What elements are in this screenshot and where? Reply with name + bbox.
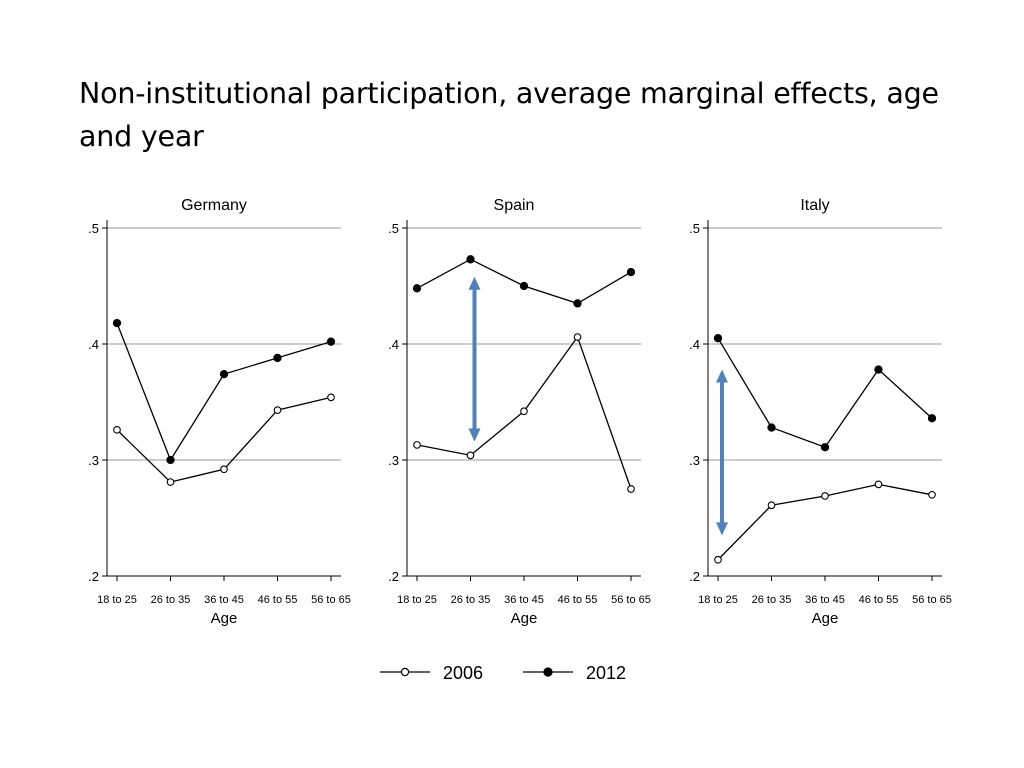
x-tick-label: 56 to 65 <box>912 594 952 606</box>
y-tick-label: .3 <box>88 453 99 468</box>
x-axis-label: Age <box>511 610 538 627</box>
data-point-2012 <box>112 318 122 328</box>
y-tick-label: .2 <box>88 569 99 584</box>
x-tick-label: 36 to 45 <box>504 594 544 606</box>
legend-item-2006: 2006 <box>380 663 483 683</box>
series-line-2012 <box>416 258 632 305</box>
chart-legend: 2006 2012 <box>380 663 626 683</box>
x-tick-label: 56 to 65 <box>611 594 651 606</box>
y-tick-label: .4 <box>388 337 399 352</box>
data-point-2006 <box>327 393 335 402</box>
data-point-2006 <box>714 555 722 564</box>
double-arrow-annotation <box>716 369 728 536</box>
data-point-2006 <box>573 333 582 341</box>
data-point-2012 <box>519 281 529 291</box>
data-point-2006 <box>220 465 228 474</box>
data-point-2012 <box>412 284 422 293</box>
panel-italy: Italy .2 .3 .4 .5 18 to 25 26 to 35 36 to 45 46 … <box>689 197 952 627</box>
data-point-2006 <box>627 485 635 493</box>
data-point-2012 <box>927 414 937 423</box>
data-point-2012 <box>626 267 636 277</box>
data-point-2012 <box>820 443 830 452</box>
y-tick-label: .5 <box>689 221 700 236</box>
y-tick-label: .4 <box>88 337 99 352</box>
double-arrow-annotation <box>468 276 481 442</box>
x-axis-label: Age <box>812 610 839 627</box>
x-tick-label: 18 to 25 <box>97 594 137 606</box>
y-tick-label: .2 <box>689 569 700 584</box>
data-point-2006 <box>821 492 829 500</box>
data-point-2006 <box>466 451 475 460</box>
arrow-head-down <box>716 522 728 536</box>
panel-title: Italy <box>800 197 829 214</box>
x-tick-label: 26 to 35 <box>151 594 191 606</box>
data-point-2012 <box>466 255 475 264</box>
panel-spain: Spain .2 .3 .4 .5 18 to 25 26 to 35 36 to 45 46 … <box>388 197 651 627</box>
x-tick-label: 46 to 55 <box>859 594 899 606</box>
y-tick-label: .5 <box>388 221 399 236</box>
data-point-2006 <box>928 490 936 499</box>
x-tick-label: 46 to 55 <box>558 594 598 606</box>
x-tick-label: 46 to 55 <box>258 594 298 606</box>
x-tick-label: 36 to 45 <box>204 594 244 606</box>
data-point-2006 <box>767 501 776 510</box>
panel-title: Germany <box>181 197 247 214</box>
x-axis-label: Age <box>211 610 238 627</box>
y-tick-label: .4 <box>689 337 700 352</box>
x-tick-label: 18 to 25 <box>698 594 738 606</box>
data-point-2006 <box>520 407 528 416</box>
data-point-2012 <box>326 337 336 346</box>
y-tick-label: .5 <box>88 221 99 236</box>
data-point-2012 <box>166 455 175 465</box>
x-tick-label: 56 to 65 <box>311 594 351 606</box>
data-point-2006 <box>413 441 421 449</box>
arrow-head-down <box>468 428 481 442</box>
panel-germany: Germany .2 .3 .4 .5 18 to 25 26 to 35 36 to 45 4… <box>88 197 351 627</box>
data-point-2012 <box>273 353 282 363</box>
data-point-2006 <box>874 480 883 489</box>
data-point-2006 <box>166 478 175 486</box>
legend-marker <box>400 667 410 677</box>
data-point-2012 <box>219 370 229 379</box>
panel-title: Spain <box>494 197 535 214</box>
arrow-head-up <box>716 369 728 383</box>
data-point-2006 <box>273 406 282 414</box>
x-tick-label: 26 to 35 <box>752 594 792 606</box>
chart-panels: Germany .2 .3 .4 .5 18 to 25 26 to 35 36 to 45 4… <box>88 197 952 627</box>
arrow-head-up <box>468 276 481 290</box>
x-tick-label: 36 to 45 <box>805 594 845 606</box>
slide-title: Non-institutional participation, average… <box>79 77 939 153</box>
data-point-2012 <box>874 365 883 374</box>
y-tick-label: .3 <box>388 453 399 468</box>
legend-item-2012: 2012 <box>523 663 626 683</box>
data-point-2012 <box>713 334 723 343</box>
data-point-2006 <box>113 425 121 434</box>
series-line-2012 <box>717 337 933 449</box>
y-tick-label: .2 <box>388 569 399 584</box>
data-point-2012 <box>767 423 776 432</box>
y-tick-label: .3 <box>689 453 700 468</box>
data-point-2012 <box>573 299 582 308</box>
legend-label: 2006 <box>443 663 483 683</box>
legend-marker <box>543 667 553 677</box>
legend-label: 2012 <box>586 663 626 683</box>
x-tick-label: 18 to 25 <box>397 594 437 606</box>
x-tick-label: 26 to 35 <box>451 594 491 606</box>
